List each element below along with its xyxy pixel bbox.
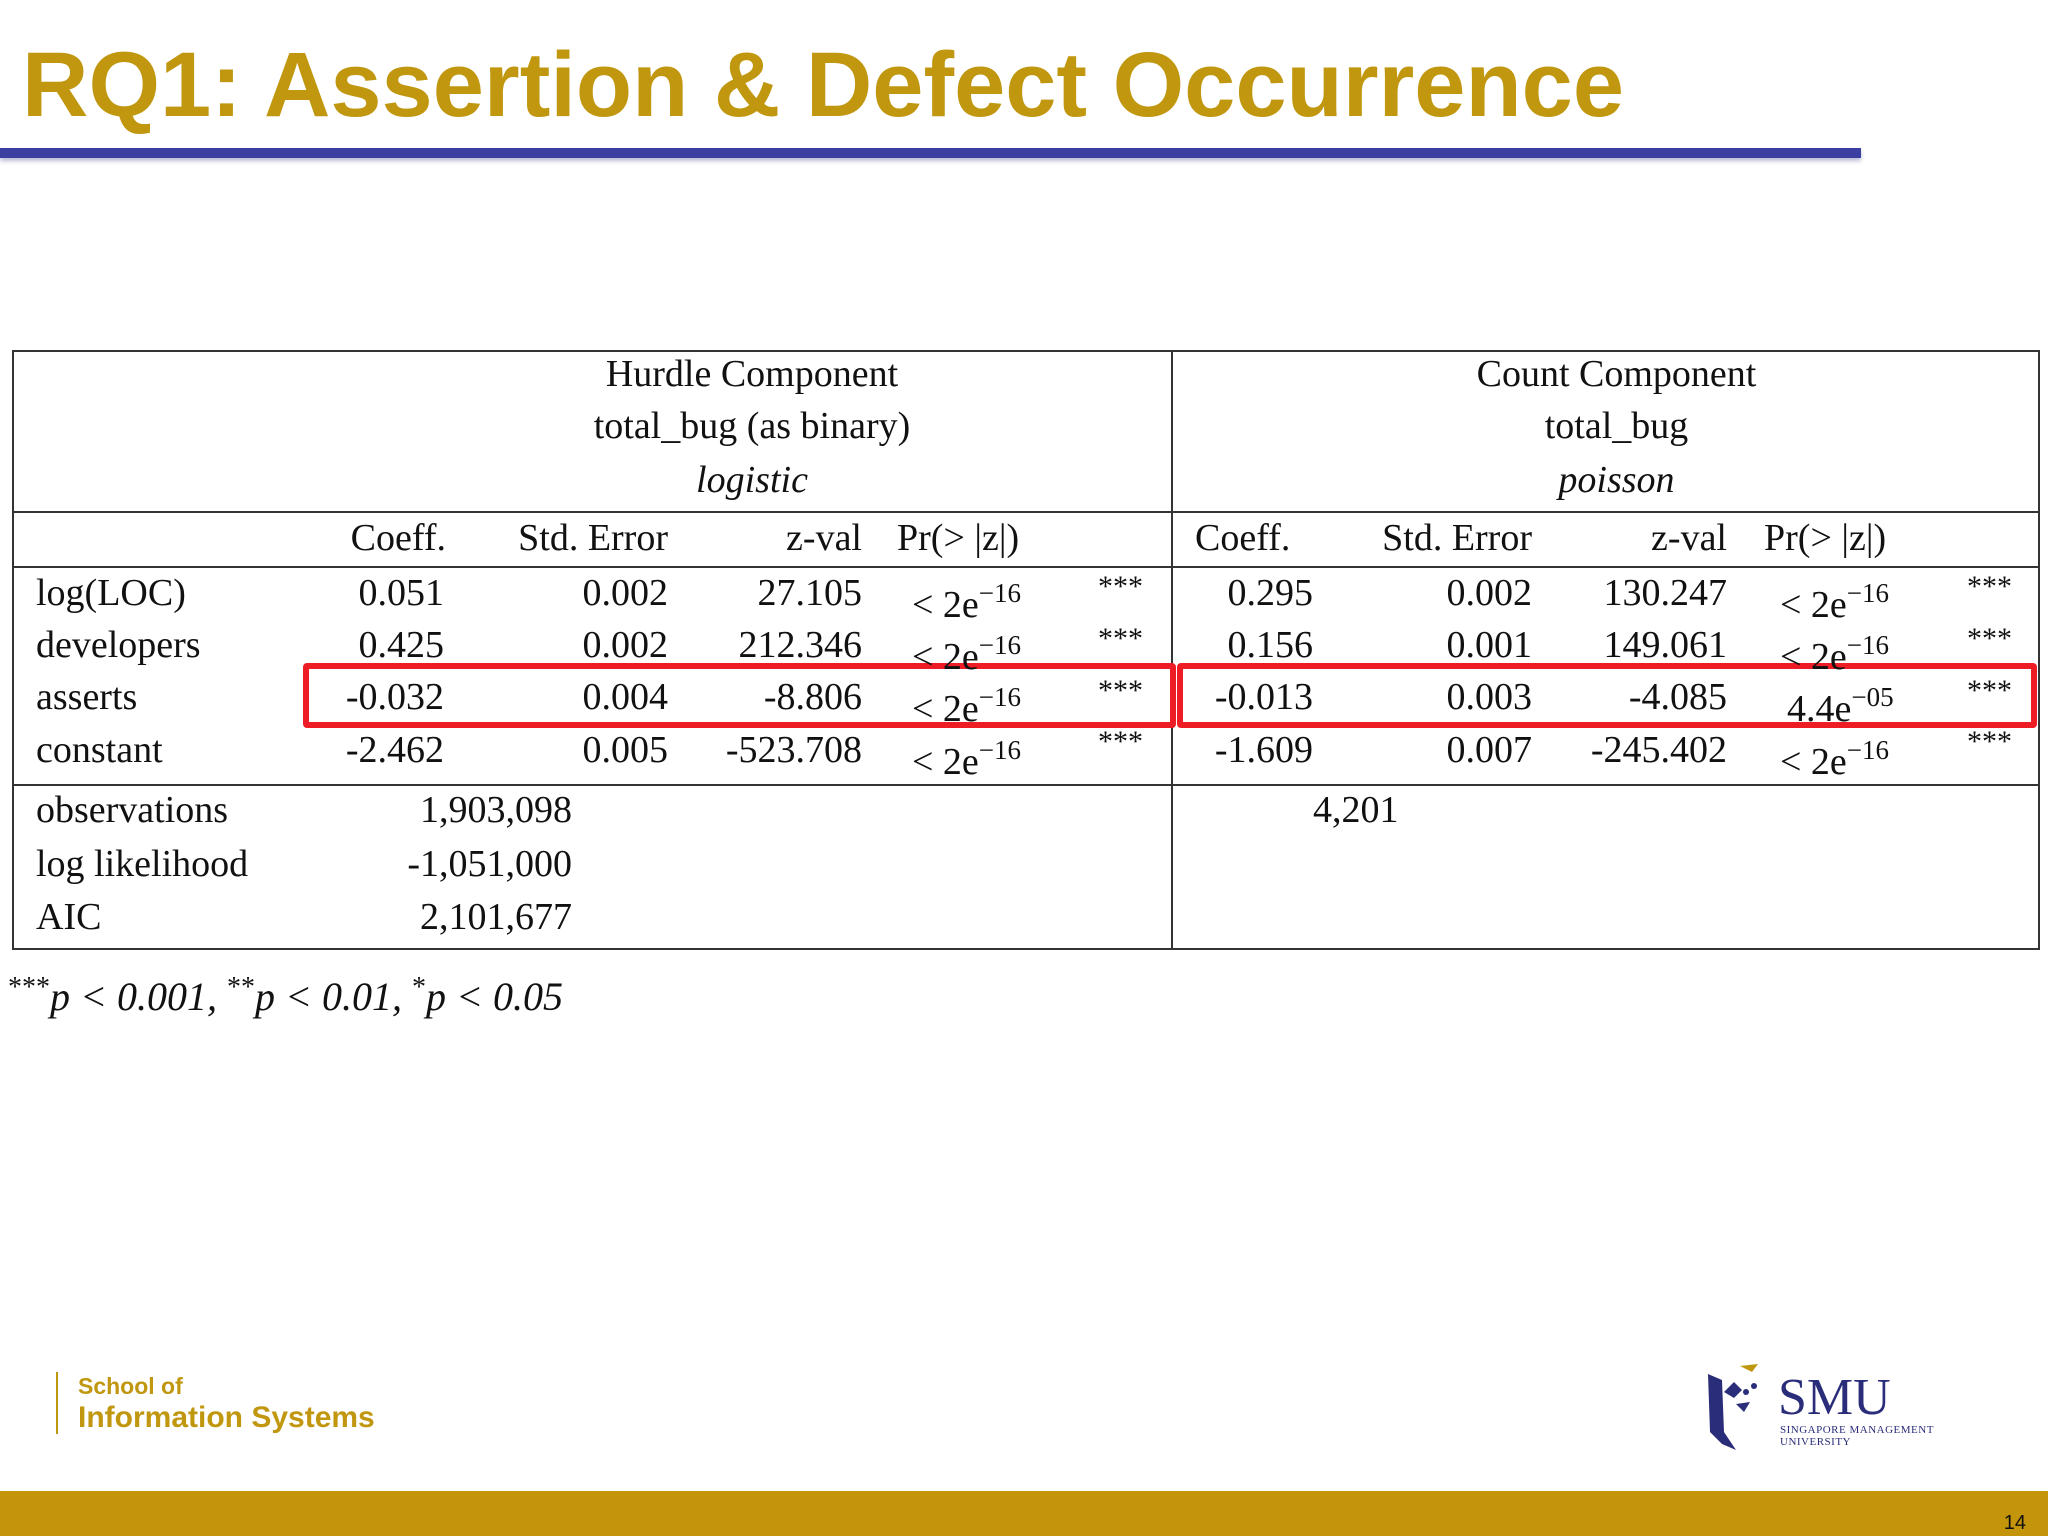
page-number: 14 — [2003, 1512, 2026, 1534]
cell-hurdle-std-error: 0.002 — [582, 572, 669, 614]
col-header-hurdle-coeff: Coeff. — [350, 517, 446, 559]
school-name-line2: Information Systems — [78, 1401, 375, 1434]
footer-bar — [0, 1491, 2048, 1536]
cell-hurdle-zval: 212.346 — [738, 624, 863, 666]
cell-hurdle-significance: *** — [1098, 674, 1143, 707]
table-divider-header — [12, 511, 2040, 513]
col-header-hurdle-zval: z-val — [786, 517, 862, 559]
cell-count-zval: -4.085 — [1628, 676, 1727, 718]
cell-count-coeff: -0.013 — [1214, 676, 1313, 718]
cell-hurdle-std-error: 0.002 — [582, 624, 669, 666]
smu-logo: SMU SINGAPORE MANAGEMENT UNIVERSITY — [1700, 1352, 1960, 1462]
cell-count-significance: *** — [1967, 622, 2012, 655]
cell-hurdle-coeff: -0.032 — [345, 676, 444, 718]
cell-count-pr: < 2e−16 — [1780, 735, 1890, 783]
col-header-count-pr: Pr(> |z|) — [1764, 517, 1887, 559]
col-header-count-zval: z-val — [1651, 517, 1727, 559]
col-header-count-std-error: Std. Error — [1382, 517, 1532, 559]
logo-wordmark: SMU — [1778, 1369, 1891, 1426]
cell-count-pr: < 2e−16 — [1780, 630, 1890, 678]
cell-count-significance: *** — [1967, 725, 2012, 758]
stat-hurdle-aic: 2,101,677 — [420, 896, 572, 938]
col-header-count-coeff: Coeff. — [1195, 517, 1291, 559]
regression-table: Hurdle Component total_bug (as binary) l… — [12, 350, 2040, 950]
col-header-hurdle-std-error: Std. Error — [518, 517, 668, 559]
cell-hurdle-coeff: 0.425 — [358, 624, 445, 666]
cell-count-pr: < 2e−16 — [1780, 578, 1890, 626]
count-header-line2: total_bug — [1544, 405, 1689, 447]
hurdle-header-line1: Hurdle Component — [605, 353, 899, 395]
cell-count-coeff: -1.609 — [1214, 729, 1313, 771]
cell-hurdle-zval: -523.708 — [725, 729, 862, 771]
cell-count-zval: 130.247 — [1603, 572, 1728, 614]
cell-hurdle-significance: *** — [1098, 725, 1143, 758]
cell-hurdle-zval: -8.806 — [763, 676, 862, 718]
title-divider — [0, 148, 1861, 158]
cell-count-std-error: 0.003 — [1446, 676, 1533, 718]
cell-count-coeff: 0.295 — [1227, 572, 1314, 614]
count-asserts-highlight — [1177, 663, 2037, 728]
cell-hurdle-significance: *** — [1098, 570, 1143, 603]
stat-label-aic: AIC — [36, 896, 102, 938]
row-label-asserts: asserts — [36, 676, 138, 718]
count-header-model: poisson — [1558, 459, 1675, 501]
table-border — [12, 350, 2040, 950]
school-logo: School of Information Systems — [56, 1372, 375, 1434]
cell-hurdle-pr: < 2e−16 — [912, 735, 1022, 783]
table-divider-vertical — [1171, 350, 1173, 948]
cell-count-significance: *** — [1967, 570, 2012, 603]
cell-count-std-error: 0.001 — [1446, 624, 1533, 666]
count-header-line1: Count Component — [1476, 353, 1757, 395]
table-divider-stats — [12, 784, 2040, 786]
hurdle-header-model: logistic — [696, 459, 808, 501]
cell-hurdle-pr: < 2e−16 — [912, 630, 1022, 678]
logo-subtitle: SINGAPORE MANAGEMENT UNIVERSITY — [1780, 1424, 1934, 1448]
hurdle-header-line2: total_bug (as binary) — [593, 405, 911, 447]
cell-count-zval: -245.402 — [1590, 729, 1727, 771]
col-header-hurdle-pr: Pr(> |z|) — [897, 517, 1020, 559]
cell-hurdle-significance: *** — [1098, 622, 1143, 655]
stat-hurdle-log-likelihood: -1,051,000 — [407, 843, 572, 885]
row-label-developers: developers — [36, 624, 201, 666]
cell-hurdle-std-error: 0.004 — [582, 676, 669, 718]
cell-count-zval: 149.061 — [1603, 624, 1728, 666]
row-label-log-loc: log(LOC) — [36, 572, 186, 614]
stat-label-observations: observations — [36, 789, 229, 831]
cell-count-std-error: 0.007 — [1446, 729, 1533, 771]
slide-title: RQ1: Assertion & Defect Occurrence — [22, 34, 1625, 136]
stat-count-observations: 4,201 — [1313, 789, 1399, 831]
row-label-constant: constant — [36, 729, 163, 771]
cell-hurdle-coeff: -2.462 — [345, 729, 444, 771]
cell-hurdle-std-error: 0.005 — [582, 729, 669, 771]
stat-hurdle-observations: 1,903,098 — [420, 789, 572, 831]
smu-crest-icon — [1708, 1364, 1758, 1450]
significance-footnote: ***p < 0.001, **p < 0.01, *p < 0.05 — [8, 972, 563, 1019]
cell-hurdle-pr: < 2e−16 — [912, 578, 1022, 626]
hurdle-asserts-highlight — [303, 663, 1176, 728]
cell-hurdle-zval: 27.105 — [757, 572, 863, 614]
table-divider-columns — [12, 566, 2040, 568]
cell-hurdle-pr: < 2e−16 — [912, 682, 1022, 730]
cell-count-coeff: 0.156 — [1227, 624, 1314, 666]
cell-count-significance: *** — [1967, 674, 2012, 707]
cell-count-pr: 4.4e−05 — [1787, 682, 1894, 730]
cell-count-std-error: 0.002 — [1446, 572, 1533, 614]
stat-label-log-likelihood: log likelihood — [36, 843, 249, 885]
cell-hurdle-coeff: 0.051 — [358, 572, 445, 614]
school-name-line1: School of — [78, 1373, 183, 1399]
